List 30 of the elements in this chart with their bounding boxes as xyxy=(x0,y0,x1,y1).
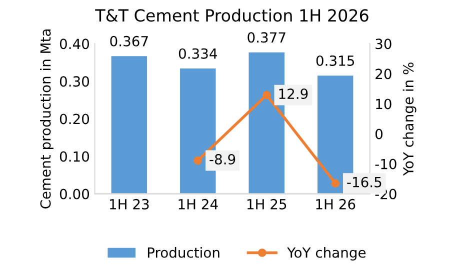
y2-tick-label: -10 xyxy=(375,158,396,170)
data-label: -16.5 xyxy=(347,176,382,188)
bar xyxy=(111,56,148,194)
chart-title: T&T Cement Production 1H 2026 xyxy=(95,8,368,22)
y-tick-label: 0.00 xyxy=(60,188,90,200)
point xyxy=(331,179,340,188)
point xyxy=(194,156,202,165)
x-tick-label: 1H 23 xyxy=(110,198,149,210)
y2-tick-label: 30 xyxy=(376,38,392,50)
y2-tick-label: 20 xyxy=(376,68,392,80)
legend-label: Production xyxy=(148,247,220,258)
data-label: 0.377 xyxy=(248,32,286,43)
y-tick-label: 0.10 xyxy=(60,151,90,162)
data-label: 0.367 xyxy=(110,36,148,46)
y-tick-label: 0.30 xyxy=(60,76,90,87)
x-tick-label: 1H 26 xyxy=(316,198,356,210)
data-label: 0.315 xyxy=(316,55,354,66)
data-label: -8.9 xyxy=(210,154,236,165)
y2-tick-label: 10 xyxy=(376,98,392,110)
y2-axis-title: YoY change in % xyxy=(402,62,416,176)
y-tick-label: 0.40 xyxy=(60,38,90,50)
legend-label: YoY change xyxy=(287,247,366,260)
point xyxy=(262,90,271,100)
y-tick-label: 0.20 xyxy=(60,114,90,124)
y-axis-title: Cement production in Mta xyxy=(40,30,54,208)
x-tick-label: 1H 25 xyxy=(247,198,286,210)
y2-tick-label: 0 xyxy=(375,128,382,140)
data-label: 0.334 xyxy=(178,48,217,59)
x-tick-label: 1H 24 xyxy=(178,198,218,210)
data-label: 12.9 xyxy=(279,88,308,100)
